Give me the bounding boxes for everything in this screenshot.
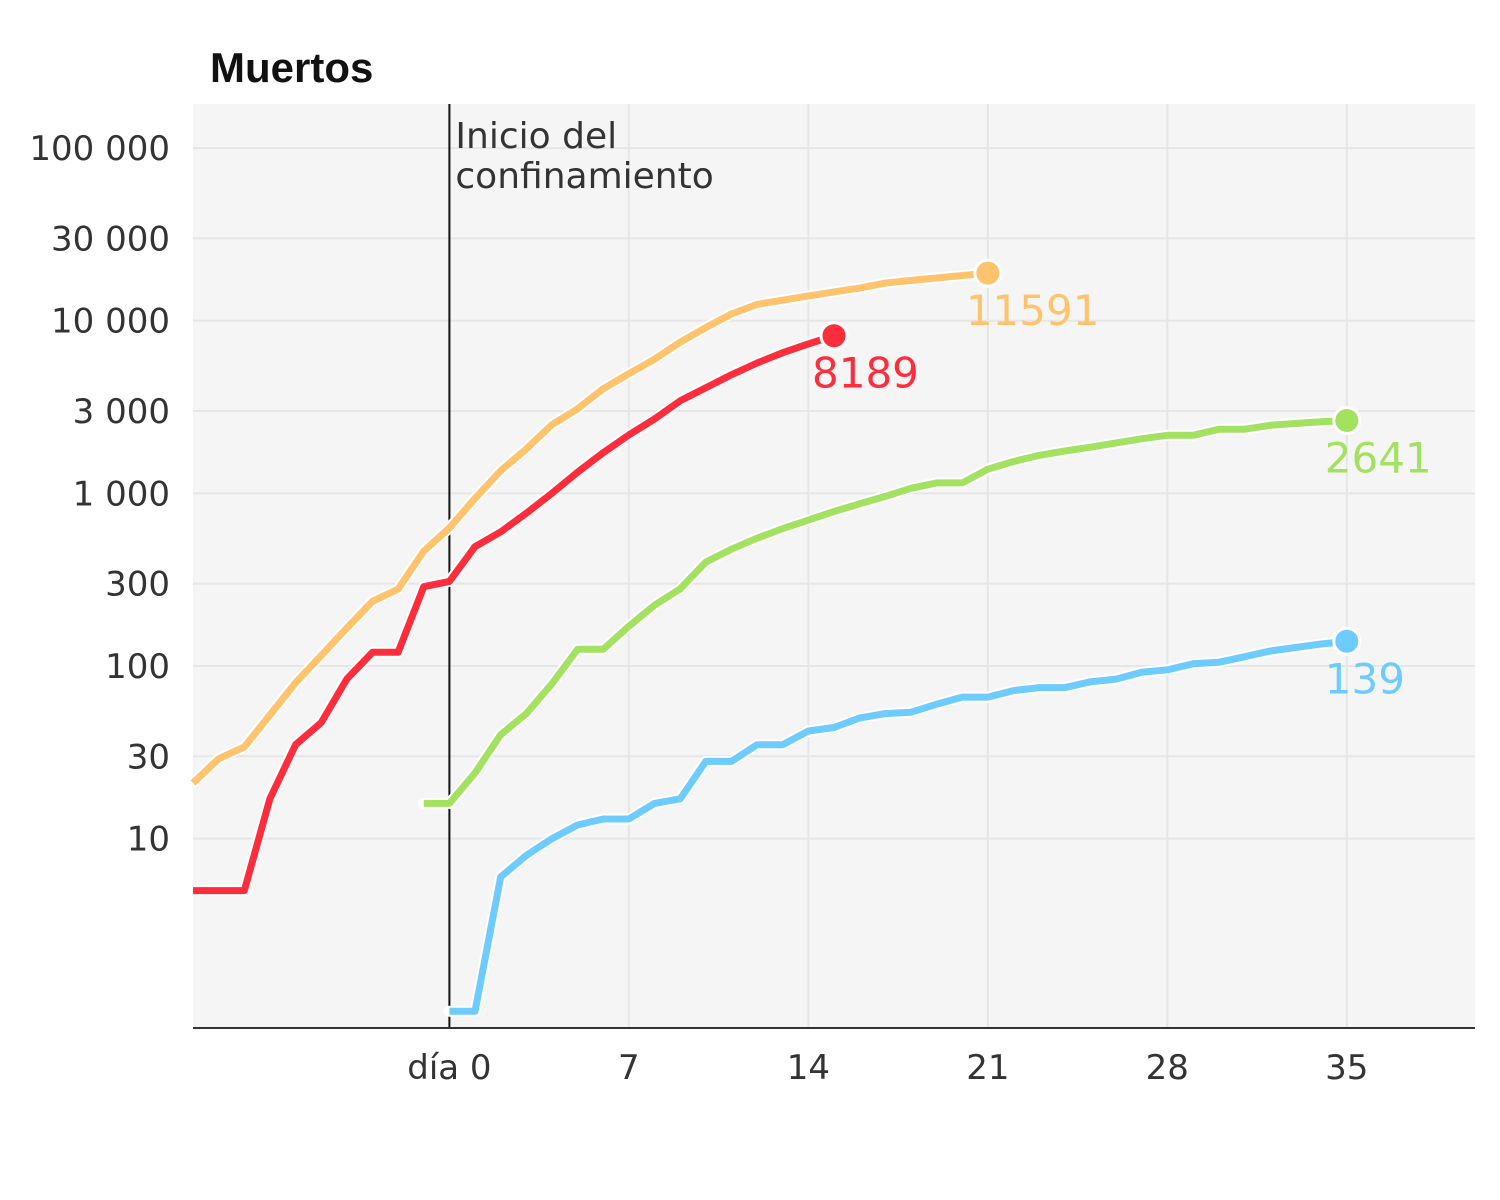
series-endpoint <box>819 321 849 351</box>
annotation-text: confinamiento <box>455 156 713 197</box>
plot-background <box>193 104 1475 1028</box>
y-tick-label: 100 <box>105 647 170 687</box>
series-end-label: 139 <box>1325 654 1405 703</box>
y-axis-tick-labels: 10 30 100 300 1 000 3 000 10 000 30 000 100 000 <box>29 129 170 860</box>
chart-title: Muertos <box>210 44 373 91</box>
y-tick-label: 10 000 <box>51 302 170 342</box>
series-endpoint <box>1332 626 1362 656</box>
y-tick-label: 10 <box>127 820 170 860</box>
series-end-label: 2641 <box>1325 434 1432 483</box>
series-line <box>190 269 989 786</box>
series-lines <box>187 267 1353 1017</box>
series-line <box>449 637 1348 1015</box>
series-endpoints: 11591 8189 2641 139 <box>812 258 1432 703</box>
y-tick-label: 30 000 <box>51 219 170 259</box>
horizontal-gridlines <box>193 147 1475 840</box>
vertical-gridlines <box>627 104 1348 1028</box>
annotation-text: Inicio del <box>455 116 617 157</box>
series-end-label: 11591 <box>966 286 1100 335</box>
x-axis-tick-labels: día 0 7 14 21 28 35 <box>407 1048 1368 1088</box>
y-tick-label: 30 <box>127 737 170 777</box>
x-tick-label: día 0 <box>407 1048 491 1088</box>
series-endpoint <box>1332 406 1362 436</box>
series-line <box>423 417 1347 807</box>
y-tick-label: 1 000 <box>73 474 170 514</box>
y-tick-label: 300 <box>105 565 170 605</box>
x-tick-label: 21 <box>966 1048 1009 1088</box>
series-end-label: 8189 <box>812 349 919 398</box>
x-tick-label: 14 <box>787 1048 830 1088</box>
series-endpoint <box>973 258 1003 288</box>
series-line <box>193 332 836 895</box>
y-tick-label: 100 000 <box>29 129 170 169</box>
y-tick-label: 3 000 <box>73 392 170 432</box>
x-tick-label: 7 <box>618 1048 640 1088</box>
x-tick-label: 28 <box>1146 1048 1189 1088</box>
x-tick-label: 35 <box>1325 1048 1368 1088</box>
